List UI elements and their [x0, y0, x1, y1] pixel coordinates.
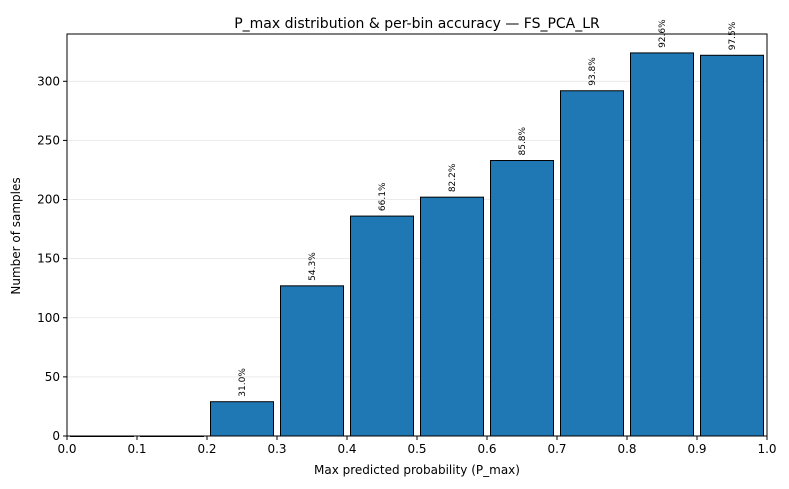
- y-axis-label: Number of samples: [9, 177, 23, 294]
- x-tick-label: 0.6: [477, 442, 496, 456]
- histogram-bar: [490, 160, 554, 437]
- x-axis-label: Max predicted probability (P_max): [314, 463, 520, 477]
- y-tick-label: 150: [37, 252, 60, 266]
- bar-accuracy-label: 31.0%: [238, 368, 248, 397]
- grid-layer: [67, 80, 767, 437]
- y-tick-label: 0: [52, 429, 60, 443]
- x-tick-label: 0.3: [267, 442, 286, 456]
- histogram-bar: [560, 90, 624, 437]
- x-tick-label: 0.5: [407, 442, 426, 456]
- bar-accuracy-label: 97.5%: [728, 21, 738, 50]
- bar-accuracy-label: 93.8%: [588, 57, 598, 86]
- histogram-bar: [280, 285, 344, 437]
- bars-layer: [70, 52, 764, 437]
- histogram-bar: [630, 52, 694, 437]
- x-tick-label: 0.1: [127, 442, 146, 456]
- y-tick-label: 200: [37, 193, 60, 207]
- histogram-bar: [350, 215, 414, 437]
- y-tick-label: 250: [37, 133, 60, 147]
- chart-title: P_max distribution & per-bin accuracy — …: [234, 16, 600, 32]
- y-tick-label: 300: [37, 74, 60, 88]
- histogram-bar: [700, 54, 764, 437]
- x-tick-label: 1.0: [757, 442, 776, 456]
- x-tick-label: 0.8: [617, 442, 636, 456]
- y-tick-label: 50: [45, 370, 60, 384]
- bar-accuracy-label: 66.1%: [378, 182, 388, 211]
- histogram-bar: [210, 401, 274, 437]
- bar-accuracy-label: 92.6%: [658, 19, 668, 48]
- x-tick-label: 0.0: [57, 442, 76, 456]
- bar-accuracy-label: 54.3%: [308, 252, 318, 281]
- y-axis-ticks: 0 50 100 150 200 250 300: [37, 74, 67, 443]
- y-tick-label: 100: [37, 311, 60, 325]
- bar-accuracy-label: 82.2%: [448, 163, 458, 192]
- bar-labels-layer: 31.0% 54.3% 66.1% 82.2% 85.8% 93.8% 92.6% 97.5%: [238, 19, 738, 397]
- histogram-bar: [420, 196, 484, 437]
- x-tick-label: 0.7: [547, 442, 566, 456]
- x-tick-label: 0.2: [197, 442, 216, 456]
- x-tick-label: 0.4: [337, 442, 356, 456]
- x-tick-label: 0.9: [687, 442, 706, 456]
- bar-accuracy-label: 85.8%: [518, 126, 528, 155]
- x-axis-ticks: 0.0 0.1 0.2 0.3 0.4 0.5 0.6 0.7 0.8 0.9 1.0: [57, 436, 777, 456]
